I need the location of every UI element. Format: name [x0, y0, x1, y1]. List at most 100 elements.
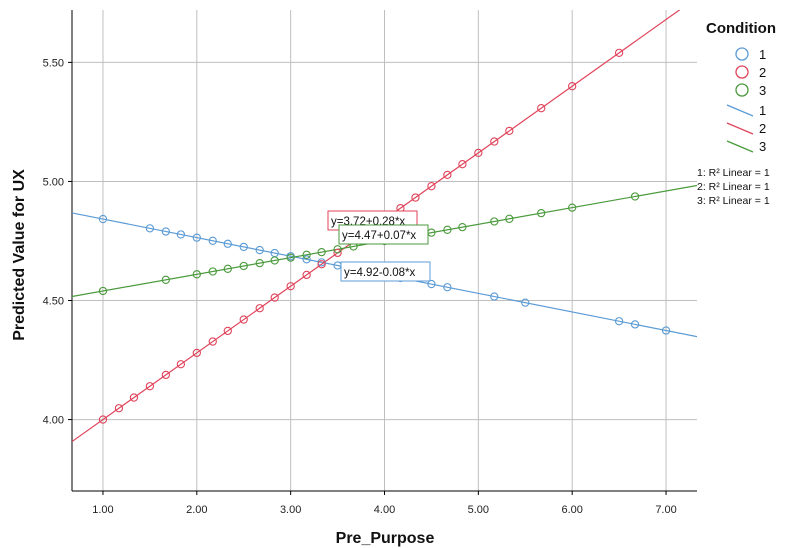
- point-condition-3: [239, 261, 248, 271]
- x-tick-label: 3.00: [280, 504, 301, 516]
- point-condition-2: [568, 82, 577, 91]
- legend: Condition 1 2 3 1 2 3 1: R² Linear = 1 2: R² Li…: [697, 20, 776, 207]
- point-condition-1: [239, 242, 248, 252]
- y-tick-label: 4.00: [43, 415, 64, 427]
- point-condition-1: [176, 230, 186, 239]
- point-condition-1: [630, 320, 640, 329]
- point-condition-1: [490, 292, 499, 301]
- point-condition-1: [192, 233, 201, 242]
- legend-line-label: 1: [759, 103, 766, 118]
- legend-marker-label: 2: [759, 65, 766, 80]
- legend-marker-3: [735, 83, 749, 97]
- point-condition-1: [145, 224, 155, 233]
- legend-marker-label: 1: [759, 47, 766, 62]
- point-condition-2: [270, 293, 279, 302]
- point-condition-1: [661, 326, 671, 335]
- point-condition-3: [161, 275, 170, 284]
- point-condition-2: [208, 337, 217, 346]
- legend-rsq-label: 2: R² Linear = 1: [697, 181, 770, 193]
- grid-lines: [72, 10, 697, 491]
- point-condition-2: [255, 304, 264, 313]
- point-condition-2: [145, 382, 155, 391]
- point-condition-3: [317, 247, 326, 257]
- point-condition-3: [443, 225, 452, 234]
- point-condition-2: [176, 360, 186, 369]
- point-condition-2: [443, 170, 452, 180]
- point-condition-2: [192, 348, 201, 358]
- legend-line-label: 3: [759, 139, 766, 154]
- point-condition-3: [192, 270, 201, 279]
- point-condition-1: [223, 239, 232, 248]
- point-condition-2: [427, 182, 436, 191]
- point-condition-2: [98, 415, 108, 424]
- legend-rsq-label: 1: R² Linear = 1: [697, 167, 770, 179]
- legend-rsq-label: 3: R² Linear = 1: [697, 195, 770, 207]
- point-condition-3: [255, 258, 264, 268]
- legend-line-2: [726, 122, 754, 135]
- point-condition-3: [537, 208, 546, 218]
- axes: [68, 10, 697, 495]
- point-condition-2: [474, 148, 483, 158]
- point-condition-2: [614, 48, 624, 58]
- x-tick-label: 5.00: [468, 504, 489, 516]
- point-condition-3: [630, 192, 640, 201]
- point-condition-2: [333, 248, 342, 258]
- point-condition-2: [302, 270, 311, 280]
- point-condition-1: [427, 279, 436, 289]
- equation-box-3: y=4.47+0.07*x: [338, 224, 429, 245]
- point-condition-2: [537, 104, 546, 113]
- point-condition-2: [317, 260, 326, 269]
- legend-marker-2: [735, 65, 749, 79]
- legend-marker-1: [735, 47, 749, 61]
- y-tick-label: 5.00: [43, 176, 64, 188]
- point-condition-3: [223, 264, 232, 273]
- equation-label-3: y=4.47+0.07*x: [342, 230, 416, 242]
- equation-labels: y=3.72+0.28*xy=4.47+0.07*xy=4.92-0.08*x: [327, 210, 431, 282]
- x-tick-label: 2.00: [186, 504, 207, 516]
- equation-box-frame: [338, 224, 429, 245]
- point-condition-2: [411, 193, 420, 202]
- point-condition-3: [270, 256, 279, 265]
- point-condition-1: [208, 236, 217, 245]
- point-condition-3: [458, 222, 467, 232]
- point-condition-3: [286, 253, 295, 262]
- point-condition-1: [521, 298, 530, 307]
- x-axis-label: Pre_Purpose: [336, 530, 435, 547]
- equation-box-1: y=4.92-0.08*x: [340, 261, 431, 282]
- tick-labels: 1.00 2.00 3.00 4.00 5.00 6.00 7.00 4.00 4.50 5.00…: [43, 57, 677, 516]
- legend-line-label: 2: [759, 121, 766, 136]
- point-condition-1: [614, 317, 624, 326]
- point-condition-2: [505, 126, 514, 136]
- point-condition-1: [443, 283, 452, 292]
- y-axis-label: Predicted Value for UX: [11, 169, 28, 341]
- legend-title: Condition: [706, 20, 776, 37]
- y-tick-label: 4.50: [43, 296, 64, 308]
- equation-box-frame: [340, 261, 431, 282]
- point-condition-2: [114, 404, 124, 413]
- point-condition-2: [223, 326, 232, 336]
- point-condition-3: [490, 217, 499, 226]
- point-condition-2: [490, 137, 499, 146]
- point-condition-3: [333, 245, 342, 254]
- point-condition-3: [98, 286, 108, 296]
- point-condition-2: [129, 393, 139, 402]
- point-condition-3: [208, 267, 217, 276]
- legend-line-1: [726, 104, 754, 117]
- point-condition-2: [239, 315, 248, 324]
- x-tick-label: 4.00: [374, 504, 395, 516]
- point-condition-2: [161, 370, 170, 380]
- point-condition-3: [505, 214, 514, 223]
- point-condition-3: [302, 250, 311, 259]
- point-condition-1: [98, 214, 108, 224]
- point-condition-2: [286, 282, 295, 291]
- point-condition-1: [161, 227, 170, 236]
- point-condition-1: [302, 255, 311, 264]
- point-condition-1: [255, 245, 264, 255]
- equation-label-1: y=4.92-0.08*x: [344, 267, 416, 279]
- point-condition-3: [568, 203, 577, 212]
- x-tick-label: 1.00: [92, 504, 113, 516]
- point-condition-2: [458, 160, 467, 169]
- y-tick-label: 5.50: [43, 57, 64, 69]
- x-tick-label: 6.00: [561, 504, 582, 516]
